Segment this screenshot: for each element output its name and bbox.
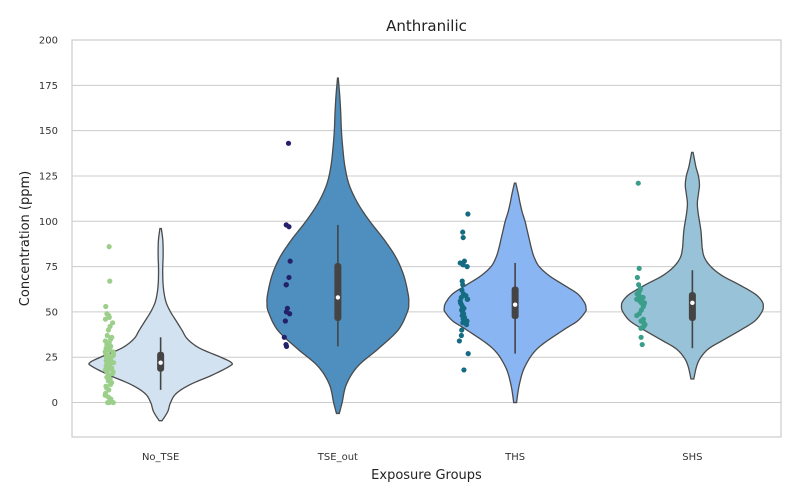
data-point-THS — [460, 282, 466, 288]
data-point-TSE_out — [282, 318, 288, 324]
violin-layer — [88, 77, 764, 422]
data-point-No_TSE — [108, 381, 114, 388]
data-point-No_TSE — [103, 303, 109, 310]
data-point-TSE_out — [283, 282, 289, 288]
y-tick-label: 125 — [39, 171, 58, 182]
data-point-SHS — [634, 312, 640, 319]
y-axis-label: Concentration (ppm) — [18, 171, 33, 306]
data-point-THS — [460, 262, 466, 268]
y-tick-label: 25 — [45, 353, 58, 364]
data-point-No_TSE — [105, 327, 112, 333]
data-point-THS — [463, 322, 470, 328]
data-point-THS — [464, 264, 470, 270]
y-tick-label: 200 — [39, 36, 58, 47]
x-tick-label: TSE_out — [317, 452, 358, 463]
data-point-No_TSE — [110, 352, 116, 359]
median-marker-TSE_out — [335, 295, 341, 300]
axis-layer: 0 25 50 75 100 125 150 175 200 No_TSE TSE_out THS SH… — [39, 36, 703, 464]
point-layer — [102, 140, 648, 406]
y-tick-label: 50 — [45, 307, 58, 318]
data-point-No_TSE — [106, 244, 112, 250]
data-point-THS — [459, 327, 465, 333]
data-point-SHS — [635, 180, 641, 186]
data-point-THS — [461, 367, 467, 373]
data-point-SHS — [636, 265, 642, 272]
data-point-SHS — [638, 325, 644, 331]
x-axis-label: Exposure Groups — [371, 468, 482, 483]
data-point-THS — [458, 332, 464, 339]
violin-SHS — [620, 151, 764, 380]
data-point-SHS — [634, 274, 640, 281]
plot-frame — [71, 39, 782, 438]
data-point-No_TSE — [106, 399, 112, 406]
data-point-No_TSE — [106, 314, 112, 320]
data-point-THS — [460, 229, 466, 235]
y-tick-label: 0 — [52, 398, 58, 409]
x-tick-label: No_TSE — [142, 452, 179, 463]
data-point-No_TSE — [102, 316, 109, 322]
data-point-TSE_out — [287, 258, 293, 264]
iqr-box-TSE_out — [334, 262, 342, 321]
y-tick-label: 75 — [45, 262, 58, 273]
data-point-SHS — [639, 341, 645, 348]
data-point-THS — [456, 338, 462, 344]
data-point-No_TSE — [104, 332, 110, 339]
data-point-TSE_out — [286, 274, 292, 281]
data-point-TSE_out — [287, 311, 293, 317]
data-point-TSE_out — [285, 140, 292, 146]
data-point-SHS — [638, 334, 644, 340]
data-point-THS — [460, 234, 466, 241]
data-point-THS — [465, 211, 471, 217]
data-point-No_TSE — [106, 387, 112, 393]
data-point-No_TSE — [110, 320, 116, 326]
data-point-No_TSE — [107, 278, 113, 284]
data-point-THS — [465, 351, 471, 357]
data-point-TSE_out — [281, 334, 287, 340]
iqr-box-SHS — [688, 291, 696, 321]
data-point-TSE_out — [283, 343, 290, 349]
data-point-TSE_out — [286, 224, 292, 230]
median-marker-THS — [512, 302, 518, 307]
data-point-THS — [464, 296, 470, 302]
x-tick-label: SHS — [682, 452, 702, 463]
data-point-No_TSE — [110, 399, 116, 406]
chart-title: Anthranilic — [386, 17, 467, 35]
y-tick-label: 150 — [39, 126, 58, 137]
y-tick-label: 175 — [39, 81, 58, 92]
y-tick-label: 100 — [39, 217, 58, 228]
violin-No_TSE — [88, 227, 234, 422]
median-marker-SHS — [690, 300, 695, 306]
median-marker-No_TSE — [158, 360, 163, 365]
data-point-No_TSE — [110, 360, 117, 366]
x-tick-label: THS — [504, 452, 525, 463]
